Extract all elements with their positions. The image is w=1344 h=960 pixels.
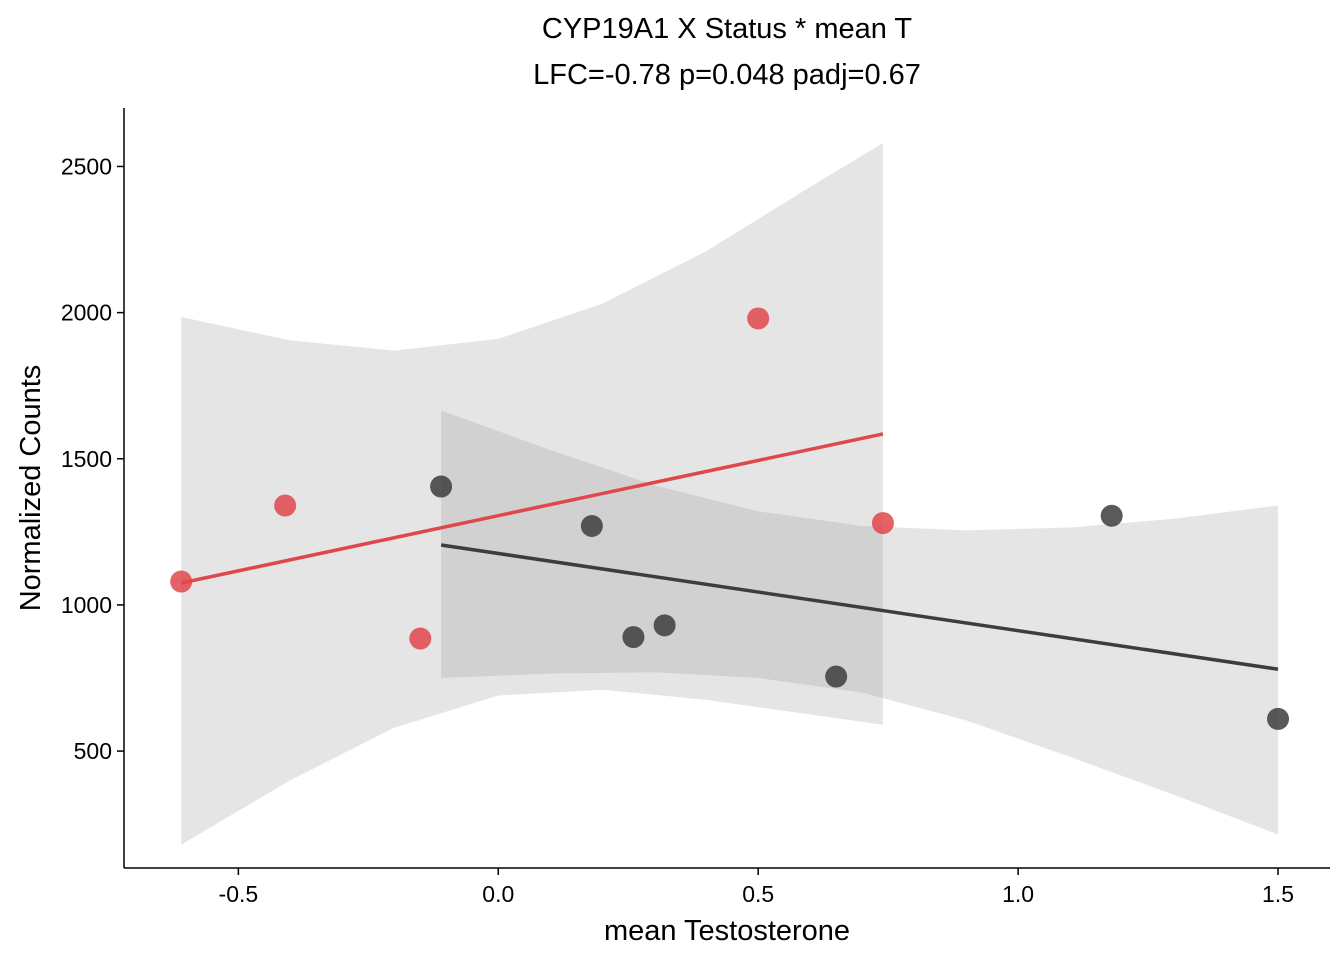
chart-subtitle: LFC=-0.78 p=0.048 padj=0.67 [533, 59, 921, 91]
data-point-series-2-3 [622, 626, 645, 649]
chart-title: CYP19A1 X Status * mean T [542, 13, 913, 45]
data-point-series-2-2 [580, 515, 603, 537]
y-axis-title: Normalized Counts [15, 365, 47, 612]
x-tick-label: 0.5 [742, 881, 774, 907]
x-tick-label: -0.5 [219, 881, 259, 907]
data-point-series-2-4 [653, 614, 676, 637]
y-tick-label: 2000 [61, 300, 112, 326]
data-point-series-1-1 [170, 570, 193, 593]
confidence-band-series-1 [181, 143, 883, 845]
y-tick-label: 1000 [61, 592, 112, 618]
data-point-series-1-4 [747, 307, 770, 330]
data-point-series-2-7 [1267, 707, 1290, 730]
data-point-series-2-6 [1100, 504, 1123, 527]
data-point-series-1-5 [871, 512, 894, 535]
data-point-series-2-1 [430, 475, 453, 498]
x-axis-title: mean Testosterone [604, 915, 850, 947]
y-tick-label: 2500 [61, 153, 112, 179]
x-tick-label: 1.0 [1002, 881, 1034, 907]
data-point-series-1-2 [274, 494, 297, 517]
regression-line-series-2 [440, 543, 1279, 671]
data-point-series-1-3 [409, 627, 432, 650]
x-tick-label: 1.5 [1262, 881, 1294, 907]
regression-line-series-1 [180, 432, 884, 585]
y-tick-label: 500 [74, 738, 112, 764]
plot-area [170, 143, 1290, 845]
axis-ticks: -0.5 0.0 0.5 1.0 1.5 500 1000 1500 2000 2500 [61, 153, 1294, 907]
data-point-series-2-5 [825, 665, 848, 688]
x-tick-label: 0.0 [482, 881, 514, 907]
y-tick-label: 1500 [61, 446, 112, 472]
confidence-band-series-2 [441, 410, 1279, 835]
